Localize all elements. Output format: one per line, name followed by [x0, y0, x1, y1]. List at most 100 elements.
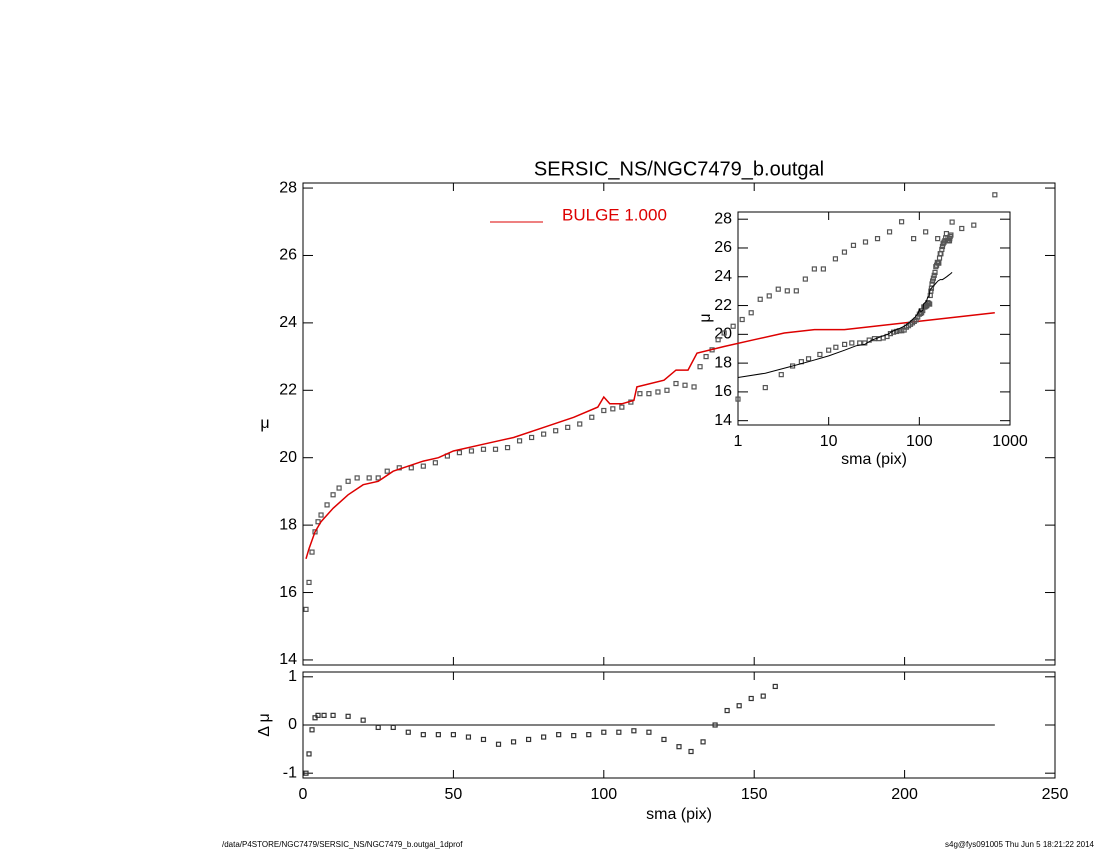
- data-point: [420, 463, 426, 469]
- data-point: [384, 468, 390, 474]
- y-tick-label: 18: [279, 516, 297, 533]
- data-point: [330, 492, 336, 498]
- data-point: [850, 242, 857, 248]
- data-point: [697, 364, 703, 370]
- y-tick-label: 1: [288, 668, 297, 685]
- x-tick-label: 150: [741, 786, 768, 803]
- y-axis-label: Δ μ: [256, 713, 273, 736]
- x-axis-label: sma (pix): [841, 451, 907, 468]
- data-point: [601, 407, 607, 414]
- data-point: [492, 446, 499, 452]
- footer-path: /data/P4STORE/NGC7479/SERSIC_NS/NGC7479_…: [222, 840, 463, 849]
- inset-point: [926, 300, 932, 306]
- inset-point: [930, 275, 937, 281]
- y-tick-label: 14: [714, 412, 732, 429]
- residual-point: [586, 732, 592, 738]
- residual-point: [661, 736, 667, 743]
- data-point: [619, 404, 625, 410]
- data-point: [577, 421, 583, 427]
- inset-point: [936, 255, 943, 261]
- data-point: [862, 239, 869, 245]
- data-point: [935, 236, 941, 242]
- data-point: [971, 222, 977, 228]
- data-point: [715, 337, 721, 343]
- residual-point: [541, 734, 547, 740]
- data-point: [841, 249, 848, 255]
- data-point: [610, 406, 616, 412]
- data-point: [793, 288, 799, 294]
- inset-point: [842, 341, 848, 348]
- x-tick-label: 10: [820, 433, 838, 450]
- data-point: [354, 475, 360, 481]
- residual-point: [306, 751, 312, 757]
- chart-title: SERSIC_NS/NGC7479_b.outgal: [534, 158, 824, 180]
- inset-point: [929, 278, 936, 284]
- data-point: [766, 293, 772, 299]
- data-point: [303, 606, 309, 612]
- data-point: [456, 450, 463, 456]
- data-point: [703, 353, 709, 360]
- residual-point: [631, 728, 637, 734]
- residual-point: [601, 729, 607, 735]
- legend-label: BULGE 1.000: [562, 205, 667, 224]
- data-point: [911, 236, 917, 242]
- data-point: [664, 387, 670, 393]
- residual-point: [510, 739, 517, 745]
- x-tick-label: 250: [1042, 786, 1069, 803]
- x-tick-label: 100: [590, 786, 617, 803]
- data-point: [408, 465, 414, 471]
- data-point: [923, 229, 929, 235]
- inset-point: [939, 246, 945, 253]
- plot-frame: [737, 211, 1011, 426]
- data-point: [315, 519, 321, 525]
- x-tick-label: 200: [891, 786, 918, 803]
- residual-point: [321, 712, 327, 718]
- data-point: [959, 225, 965, 232]
- data-point: [366, 475, 372, 481]
- residual-point: [495, 741, 502, 747]
- plot-frame: [302, 182, 1056, 666]
- inset-point: [826, 347, 832, 353]
- residual-point: [315, 712, 321, 718]
- inset-point: [929, 281, 935, 287]
- x-tick-label: 0: [299, 786, 308, 803]
- residual-point: [435, 732, 441, 738]
- data-point: [306, 579, 312, 586]
- inset-point: [938, 251, 944, 257]
- data-point: [802, 276, 808, 282]
- y-tick-label: 18: [714, 354, 732, 371]
- data-point: [775, 286, 781, 292]
- inset-model-line: [737, 272, 953, 378]
- inset-point: [762, 384, 768, 391]
- data-point: [541, 431, 547, 437]
- residual-point: [712, 722, 718, 728]
- residual-point: [390, 724, 396, 731]
- data-point: [748, 310, 754, 316]
- y-axis-label: μ: [260, 415, 269, 432]
- inset-point: [931, 272, 937, 278]
- data-point: [721, 330, 727, 336]
- x-tick-label: 50: [445, 786, 463, 803]
- data-point: [324, 502, 330, 508]
- inset-point: [936, 260, 942, 266]
- data-point: [739, 316, 745, 323]
- residual-point: [736, 703, 742, 709]
- data-point: [529, 434, 535, 441]
- data-point: [673, 380, 679, 387]
- y-tick-label: 26: [279, 247, 297, 264]
- y-tick-label: 16: [714, 383, 732, 400]
- inset-point: [927, 301, 933, 307]
- residual-point: [772, 683, 778, 690]
- data-point: [336, 485, 342, 491]
- inset-point: [857, 340, 863, 346]
- inset-point: [932, 269, 938, 276]
- x-tick-label: 1000: [992, 433, 1028, 450]
- residual-point: [525, 736, 532, 743]
- data-point: [784, 288, 790, 294]
- data-point: [516, 438, 523, 444]
- data-point: [832, 256, 839, 262]
- residual-point: [375, 724, 381, 731]
- y-tick-label: 20: [279, 449, 297, 466]
- data-point: [820, 266, 826, 272]
